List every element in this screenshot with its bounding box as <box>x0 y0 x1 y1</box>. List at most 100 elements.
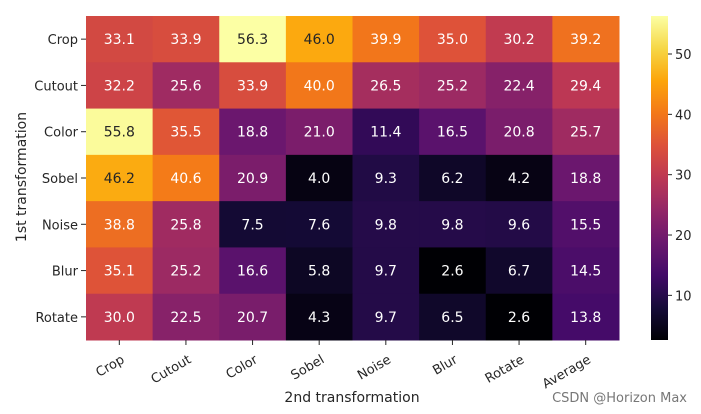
y-tick-label: Rotate <box>35 311 78 326</box>
cell-value-label: 9.6 <box>508 217 530 233</box>
heatmap-cell <box>152 154 220 202</box>
heatmap-cell <box>419 293 487 341</box>
cell-value-label: 56.3 <box>237 32 268 48</box>
heatmap-cell <box>152 201 220 248</box>
heatmap-cell <box>352 62 420 110</box>
colorbar-tick-label: 50 <box>675 48 692 63</box>
heatmap-cell <box>219 247 287 295</box>
cell-value-label: 25.2 <box>170 264 201 280</box>
cell-value-label: 33.9 <box>170 32 201 48</box>
heatmap-cell <box>552 62 620 110</box>
cell-value-label: 55.8 <box>104 125 135 141</box>
x-tick-label: Cutout <box>149 352 194 387</box>
watermark: CSDN @Horizon Max <box>552 391 687 406</box>
cell-value-label: 29.4 <box>570 78 601 94</box>
cell-value-label: 7.5 <box>241 217 263 233</box>
heatmap-cell <box>86 247 154 295</box>
cell-value-label: 22.4 <box>503 78 534 94</box>
cell-value-label: 26.5 <box>370 78 401 94</box>
cell-value-label: 9.8 <box>375 217 397 233</box>
cell-value-label: 2.6 <box>508 310 530 326</box>
cell-value-label: 35.1 <box>104 264 135 280</box>
x-tick-label: Average <box>540 352 594 392</box>
y-tick-label: Color <box>44 126 79 141</box>
heatmap-cell <box>552 154 620 202</box>
heatmap-cell <box>485 62 553 110</box>
cell-value-label: 2.6 <box>441 264 463 280</box>
heatmap-cell <box>419 108 487 156</box>
cell-value-label: 9.7 <box>375 310 397 326</box>
heatmap-cell <box>285 16 353 63</box>
heatmap-cell <box>485 201 553 248</box>
cell-value-label: 4.0 <box>308 171 330 187</box>
colorbar-tick-label: 40 <box>675 108 692 123</box>
heatmap-cell <box>86 154 154 202</box>
cell-value-label: 38.8 <box>104 217 135 233</box>
heatmap-cell <box>219 108 287 156</box>
heatmap-cell <box>352 154 420 202</box>
cell-value-label: 16.6 <box>237 264 268 280</box>
cell-value-label: 4.2 <box>508 171 530 187</box>
colorbar: 10 20 30 40 50 <box>651 16 692 340</box>
heatmap-cell <box>285 293 353 341</box>
cell-value-label: 20.9 <box>237 171 268 187</box>
cell-value-label: 22.5 <box>170 310 201 326</box>
cell-value-label: 33.1 <box>104 32 135 48</box>
heatmap-cell-labels: 33.1 33.9 56.3 46.0 39.9 35.0 30.2 39.2 32.2 25.6… <box>104 32 602 326</box>
cell-value-label: 13.8 <box>570 310 601 326</box>
heatmap-cell <box>485 16 553 63</box>
heatmap-cell <box>419 247 487 295</box>
heatmap-cell <box>352 16 420 63</box>
heatmap-cell <box>152 62 220 110</box>
cell-value-label: 25.6 <box>170 78 201 94</box>
heatmap-cell <box>485 247 553 295</box>
cell-value-label: 39.2 <box>570 32 601 48</box>
heatmap-cell <box>285 201 353 248</box>
heatmap-cell <box>86 62 154 110</box>
heatmap-cell <box>552 16 620 63</box>
heatmap-cell <box>552 201 620 248</box>
y-axis-ticks: Crop Cutout Color Sobel Noise Blur Rotate <box>34 33 86 326</box>
cell-value-label: 18.8 <box>570 171 601 187</box>
heatmap-cell <box>352 108 420 156</box>
y-axis-label: 1st transformation <box>14 112 30 242</box>
heatmap-cell <box>419 154 487 202</box>
heatmap-cell <box>152 247 220 295</box>
heatmap-cell <box>86 201 154 248</box>
heatmap-cell <box>485 108 553 156</box>
cell-value-label: 25.8 <box>170 217 201 233</box>
cell-value-label: 46.2 <box>104 171 135 187</box>
heatmap-cell <box>86 108 154 156</box>
cell-value-label: 46.0 <box>304 32 335 48</box>
heatmap-cell <box>219 62 287 110</box>
x-axis-ticks: Crop Cutout Color Sobel Noise Blur Rotate Avera… <box>94 340 594 392</box>
cell-value-label: 14.5 <box>570 264 601 280</box>
heatmap-cell <box>419 62 487 110</box>
cell-value-label: 35.0 <box>437 32 468 48</box>
heatmap-cell <box>485 293 553 341</box>
heatmap-cell <box>219 16 287 63</box>
cell-value-label: 6.7 <box>508 264 530 280</box>
cell-value-label: 7.6 <box>308 217 330 233</box>
cell-value-label: 20.8 <box>503 125 534 141</box>
heatmap-cell <box>419 201 487 248</box>
colorbar-tick-label: 20 <box>675 229 692 244</box>
heatmap-cell <box>152 293 220 341</box>
y-tick-label: Noise <box>42 218 78 233</box>
heatmap-cell <box>86 293 154 341</box>
y-tick-label: Cutout <box>34 79 78 94</box>
y-tick-label: Sobel <box>42 172 78 187</box>
y-tick-label: Blur <box>52 265 79 280</box>
cell-value-label: 25.7 <box>570 125 601 141</box>
cell-value-label: 16.5 <box>437 125 468 141</box>
cell-value-label: 4.3 <box>308 310 330 326</box>
x-tick-label: Sobel <box>288 352 327 383</box>
heatmap-cell <box>285 62 353 110</box>
heatmap-cell <box>152 108 220 156</box>
heatmap-cell <box>552 293 620 341</box>
heatmap-cell <box>152 16 220 63</box>
cell-value-label: 39.9 <box>370 32 401 48</box>
cell-value-label: 18.8 <box>237 125 268 141</box>
cell-value-label: 11.4 <box>370 125 401 141</box>
cell-value-label: 32.2 <box>104 78 135 94</box>
